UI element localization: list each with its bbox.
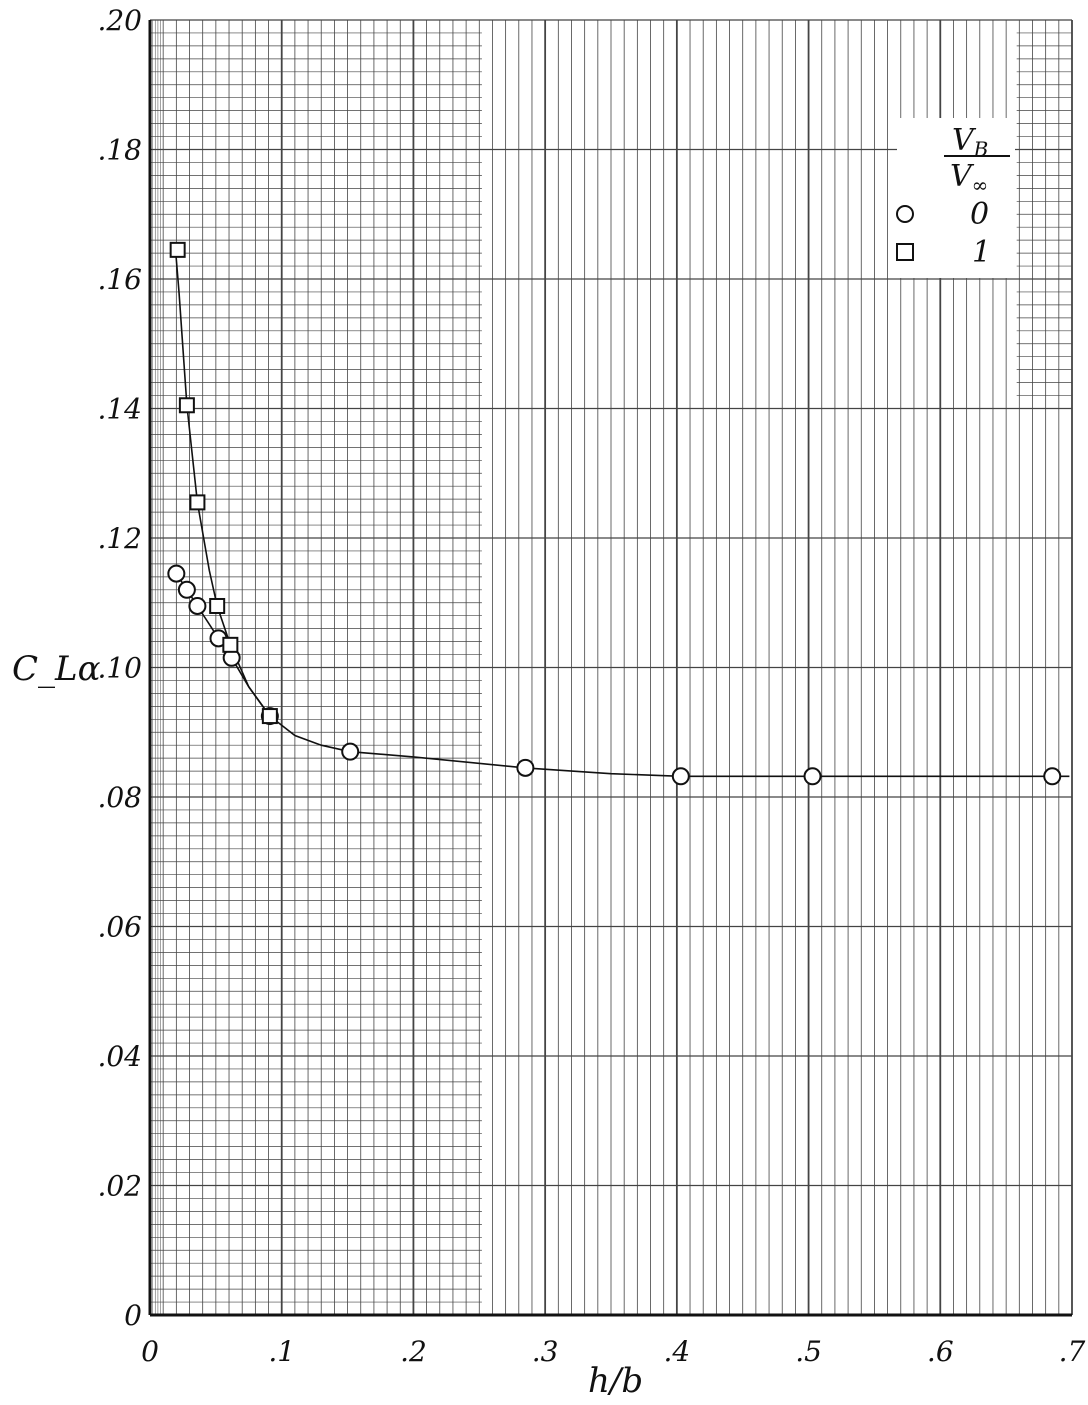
- data-point-square: [189, 494, 206, 511]
- data-point-square: [222, 636, 239, 653]
- data-point-circle: [188, 596, 207, 615]
- data-markers: [167, 241, 1062, 786]
- x-tick-label: .2: [400, 1335, 427, 1368]
- x-tick-label: .1: [268, 1335, 295, 1368]
- data-point-circle: [671, 767, 690, 786]
- data-point-circle: [167, 564, 186, 583]
- data-point-square: [261, 708, 278, 725]
- y-tick-label: .04: [97, 1040, 142, 1073]
- data-point-square: [169, 241, 186, 258]
- legend-title-denominator: V∞: [950, 159, 988, 197]
- legend: VB V∞ 0 1: [896, 118, 1015, 278]
- data-point-square: [178, 397, 195, 414]
- legend-label-0: 0: [970, 197, 989, 232]
- y-tick-label: .12: [97, 522, 142, 555]
- y-tick-label: .08: [97, 781, 142, 814]
- x-tick-label: .6: [927, 1335, 954, 1368]
- legend-circle-marker: [896, 205, 914, 223]
- y-tick-label: .10: [97, 652, 142, 685]
- x-tick-label: .5: [795, 1335, 822, 1368]
- legend-label-1: 1: [972, 235, 991, 270]
- data-point-circle: [803, 767, 822, 786]
- x-tick-label: .3: [532, 1335, 559, 1368]
- data-point-square: [209, 597, 226, 614]
- y-tick-label: .18: [97, 134, 142, 167]
- y-tick-label: .06: [97, 911, 142, 944]
- y-axis-label: C_Lα: [12, 649, 101, 689]
- x-tick-label: 0: [141, 1335, 159, 1368]
- data-point-circle: [341, 742, 360, 761]
- y-tick-label: .02: [97, 1170, 142, 1203]
- legend-square-marker: [896, 243, 914, 261]
- axes: [148, 20, 1072, 1317]
- x-tick-label: .4: [663, 1335, 690, 1368]
- y-tick-label: .14: [97, 393, 142, 426]
- data-point-circle: [516, 758, 535, 777]
- y-tick-label: .20: [97, 4, 142, 37]
- series-curve-main: [174, 243, 1070, 778]
- data-point-circle: [1043, 767, 1062, 786]
- legend-box: [897, 118, 1015, 278]
- data-point-circle: [177, 580, 196, 599]
- x-tick-label: .7: [1059, 1335, 1086, 1368]
- y-tick-label: 0: [124, 1299, 142, 1332]
- x-axis-label: h/b: [588, 1361, 643, 1401]
- tick-labels: 0 .1 .2 .3 .4 .5 .6 .7 0 .02 .04 .06 .08 .10 .12 .14 .16…: [97, 4, 1085, 1368]
- y-tick-label: .16: [97, 263, 142, 296]
